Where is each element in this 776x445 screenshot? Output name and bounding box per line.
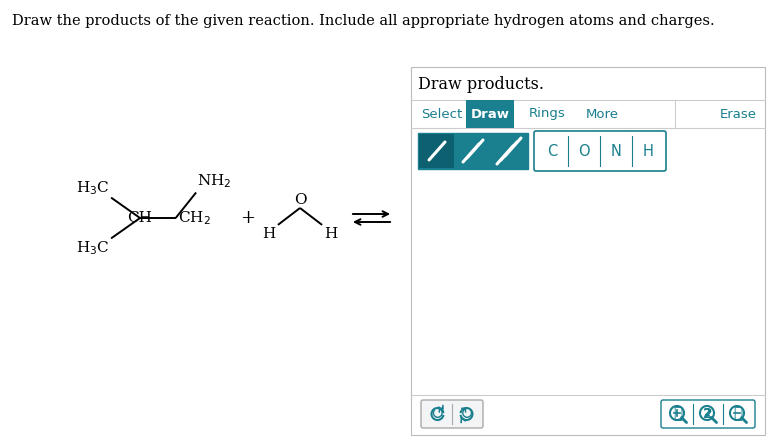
Text: CH: CH <box>127 211 152 225</box>
Text: Erase: Erase <box>720 108 757 121</box>
Bar <box>419 134 454 168</box>
Text: O: O <box>293 193 307 207</box>
Text: O: O <box>578 143 590 158</box>
Text: More: More <box>586 108 619 121</box>
Text: ↺: ↺ <box>431 405 445 423</box>
Text: H: H <box>643 143 653 158</box>
FancyBboxPatch shape <box>661 400 755 428</box>
Text: 🔍: 🔍 <box>733 406 743 421</box>
Text: ↻: ↻ <box>459 405 473 423</box>
Text: 2: 2 <box>703 407 713 421</box>
Text: Draw products.: Draw products. <box>418 76 544 93</box>
Text: CH$_2$: CH$_2$ <box>178 209 210 227</box>
Bar <box>466 100 514 128</box>
Text: 2: 2 <box>704 408 710 418</box>
Text: Draw: Draw <box>470 108 510 121</box>
Text: Draw the products of the given reaction. Include all appropriate hydrogen atoms : Draw the products of the given reaction.… <box>12 14 715 28</box>
Text: H$_3$C: H$_3$C <box>75 239 109 257</box>
Text: Rings: Rings <box>529 108 566 121</box>
Text: C: C <box>547 143 557 158</box>
Text: Select: Select <box>421 108 462 121</box>
Text: H$_3$C: H$_3$C <box>75 179 109 197</box>
Text: 🔍: 🔍 <box>674 406 683 421</box>
Bar <box>418 133 528 169</box>
FancyBboxPatch shape <box>421 400 483 428</box>
Text: N: N <box>611 143 622 158</box>
Bar <box>411 67 765 435</box>
FancyBboxPatch shape <box>534 131 666 171</box>
Text: H: H <box>262 227 276 241</box>
Text: H: H <box>324 227 338 241</box>
Text: +: + <box>241 209 255 227</box>
Text: NH$_2$: NH$_2$ <box>197 173 231 190</box>
